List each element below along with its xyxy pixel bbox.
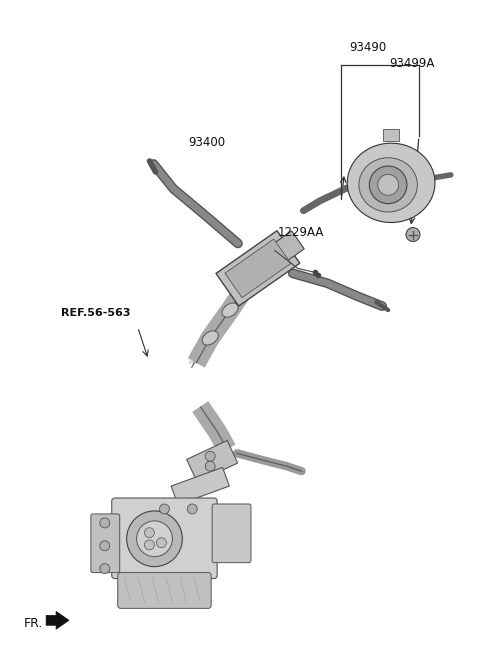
Text: 93499A: 93499A (389, 57, 434, 70)
Circle shape (187, 504, 197, 514)
Circle shape (156, 538, 167, 548)
Circle shape (100, 541, 110, 551)
Polygon shape (187, 440, 238, 482)
Polygon shape (216, 231, 300, 306)
Text: FR.: FR. (23, 617, 43, 630)
Circle shape (205, 461, 215, 471)
Circle shape (100, 564, 110, 574)
Text: 1229AA: 1229AA (278, 225, 324, 238)
Ellipse shape (359, 158, 418, 212)
FancyBboxPatch shape (91, 514, 120, 573)
Bar (383, 129, 399, 141)
Text: 93400: 93400 (188, 136, 226, 149)
Ellipse shape (347, 143, 435, 223)
Circle shape (144, 528, 155, 537)
Ellipse shape (202, 331, 218, 345)
Ellipse shape (222, 303, 238, 317)
Polygon shape (46, 612, 69, 629)
Circle shape (144, 540, 155, 550)
Circle shape (406, 227, 420, 242)
FancyBboxPatch shape (112, 498, 217, 579)
Circle shape (159, 504, 169, 514)
Text: 93490: 93490 (349, 41, 386, 54)
FancyBboxPatch shape (118, 573, 211, 608)
Circle shape (127, 511, 182, 566)
Circle shape (378, 174, 398, 195)
Text: REF.56-563: REF.56-563 (61, 308, 131, 318)
Polygon shape (171, 467, 229, 505)
Circle shape (100, 518, 110, 528)
Polygon shape (267, 231, 304, 266)
Circle shape (137, 521, 172, 556)
Circle shape (205, 451, 215, 461)
FancyBboxPatch shape (212, 504, 251, 562)
Polygon shape (225, 239, 291, 298)
Circle shape (369, 166, 407, 204)
